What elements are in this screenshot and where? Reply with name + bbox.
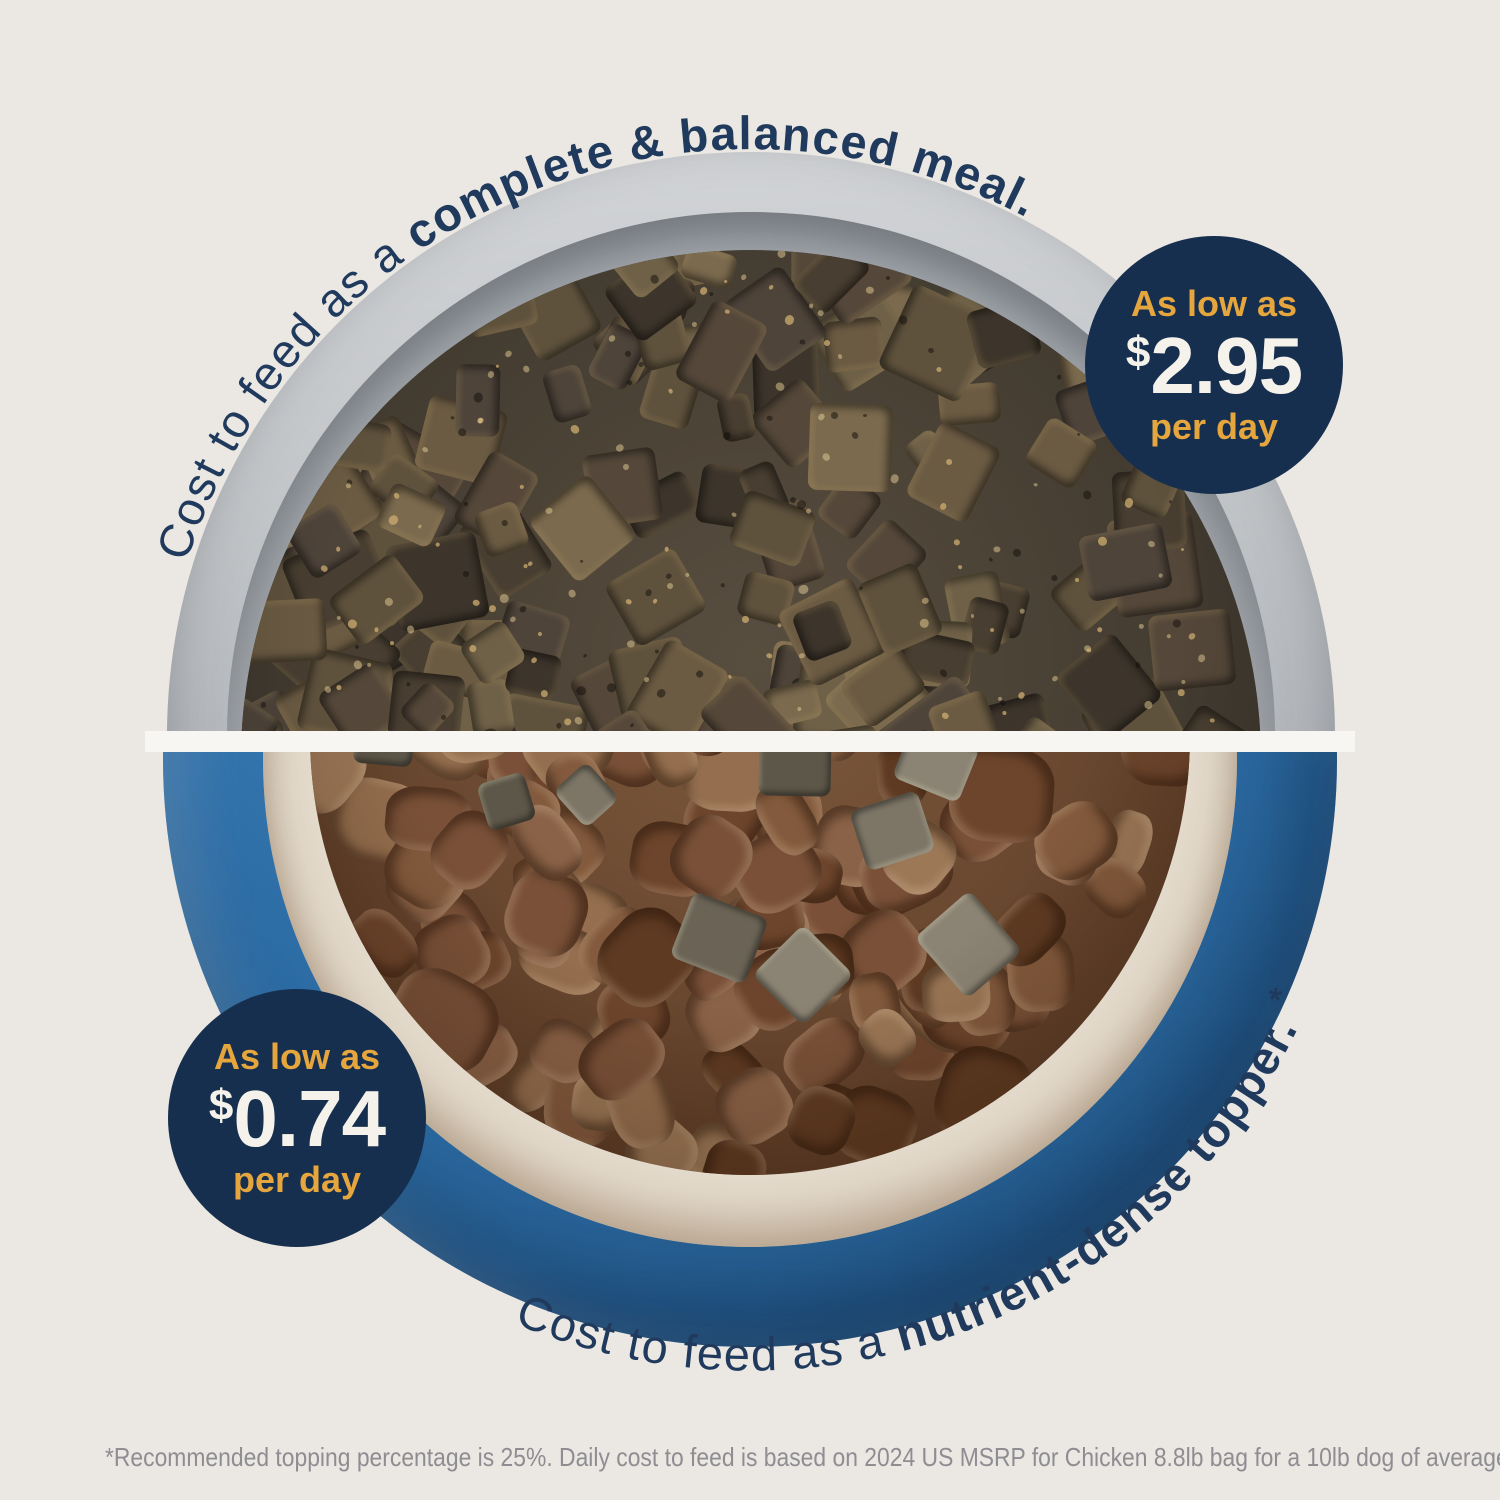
arc-text-topper: Cost to feed as a nutrient-dense topper.… <box>510 982 1308 1381</box>
badge-topper-prefix: As low as <box>213 1035 381 1077</box>
price-badge-topper: As low as $ 0.74 per day <box>168 989 426 1247</box>
badge-topper-currency: $ <box>208 1081 234 1131</box>
badge-meal-amount: 2.95 <box>1150 321 1303 411</box>
topper-photo-half <box>0 752 1500 1348</box>
price-badge-meal: As low as $ 2.95 per day <box>1085 236 1343 494</box>
arc-topper-asterisk: * <box>1261 982 1302 1011</box>
badge-meal-suffix: per day <box>1149 405 1279 447</box>
arc-meal-regular: Cost to feed as a <box>146 216 424 566</box>
arc-meal-bold: complete & balanced meal. <box>395 106 1047 259</box>
badge-topper-suffix: per day <box>232 1158 362 1200</box>
topper-bowl-lip <box>263 752 1237 1247</box>
arc-topper-regular: Cost to feed as a <box>510 1283 904 1381</box>
fine-print-text: *Recommended topping percentage is 25%. … <box>104 1442 1500 1472</box>
badge-meal-price: $ 2.95 <box>1125 321 1303 411</box>
badge-topper-amount: 0.74 <box>233 1074 386 1164</box>
arc-text-meal: Cost to feed as a complete & balanced me… <box>146 106 1048 566</box>
fine-print: *Recommended topping percentage is 25%. … <box>0 1442 1500 1473</box>
badge-topper-price: $ 0.74 <box>208 1074 386 1164</box>
divider-band <box>145 731 1355 752</box>
arc-topper-bold: nutrient-dense topper. <box>890 1008 1308 1361</box>
badge-meal-currency: $ <box>1125 328 1151 378</box>
badge-meal-prefix: As low as <box>1130 282 1298 324</box>
